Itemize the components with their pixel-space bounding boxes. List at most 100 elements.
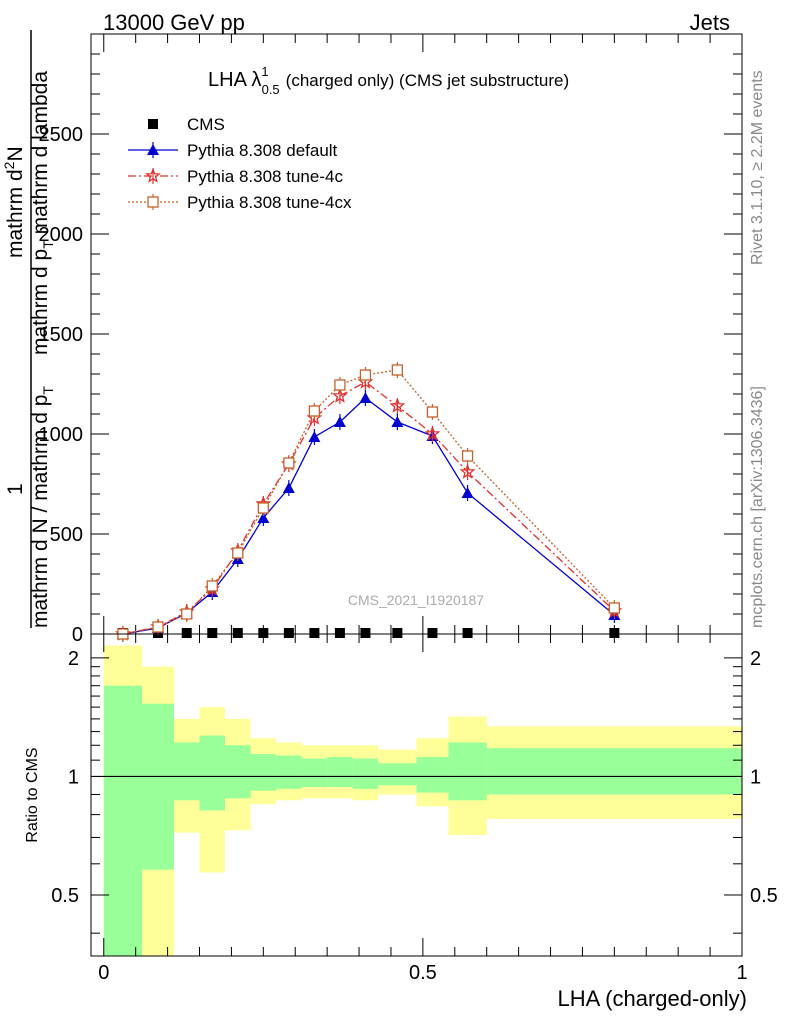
ratio-panel: 0.5 0.51 12 2 0 0.5 1 Ratio to CMS LHA (charg… <box>24 633 778 1011</box>
series-line <box>122 381 615 635</box>
ratio-band-inner <box>225 745 251 799</box>
ratio-ytick-label: 2 <box>68 648 79 670</box>
series-0 <box>117 628 620 638</box>
ratio-ytick-labels: 0.5 0.5 1 1 2 2 <box>51 648 778 907</box>
xtick-label: 0.5 <box>409 962 437 984</box>
mcplots-label: mcplots.cern.ch [arXiv:1306.3436] <box>749 386 766 628</box>
data-point <box>308 405 321 417</box>
ytick-label: 2500 <box>39 124 84 146</box>
data-point <box>207 628 218 638</box>
ratio-band-inner <box>103 685 143 956</box>
xtick-label: 0 <box>98 962 109 984</box>
data-point <box>391 364 404 376</box>
ratio-ytick-label: 1 <box>68 766 79 788</box>
ytick-label: 0 <box>72 624 83 646</box>
legend-item: Pythia 8.308 tune-4cx <box>128 193 352 212</box>
ratio-band-inner <box>486 748 742 795</box>
ratio-band-inner <box>448 742 487 801</box>
ratio-xlabel: LHA (charged-only) <box>557 986 747 1011</box>
legend: CMS Pythia 8.308 default Pythia 8.308 tune… <box>128 115 352 212</box>
data-point <box>359 392 372 403</box>
legend-label: Pythia 8.308 default <box>187 141 338 160</box>
data-point <box>461 487 474 498</box>
data-point <box>389 397 406 413</box>
ratio-band-inner <box>250 754 277 791</box>
data-point <box>257 512 270 523</box>
ytick-label: 1500 <box>39 324 84 346</box>
ratio-band-inner <box>276 755 302 789</box>
data-point <box>258 628 269 638</box>
ratio-ytick-label-right: 1 <box>750 766 761 788</box>
ratio-band-inner <box>173 742 200 801</box>
data-point <box>332 387 348 403</box>
ratio-band-inner <box>378 763 417 786</box>
legend-item: CMS <box>148 115 225 134</box>
data-point <box>462 628 473 638</box>
ytick-label: 500 <box>50 524 83 546</box>
data-point <box>152 621 164 633</box>
header-right: Jets <box>690 10 730 35</box>
data-point <box>206 580 218 592</box>
data-point <box>392 628 403 638</box>
data-point <box>333 416 346 427</box>
plot-title: LHA λ1 0.5 (charged only) (CMS jet substru… <box>208 64 569 97</box>
ytick-label: 2000 <box>39 224 84 246</box>
data-point <box>232 547 244 559</box>
data-point <box>308 431 321 442</box>
legend-label: Pythia 8.308 tune-4cx <box>187 193 352 212</box>
legend-label: CMS <box>187 115 225 134</box>
main-ytick-labels: 0 500 1000 1500 2000 2500 <box>39 124 84 646</box>
header-left: 13000 GeV pp <box>103 10 245 35</box>
data-point <box>283 457 295 469</box>
legend-marker <box>147 144 159 155</box>
data-point <box>334 379 346 391</box>
data-point <box>426 406 439 418</box>
main-panel: 0 500 1000 1500 2000 2500 CMS_2021_I1920187 L… <box>39 33 743 646</box>
data-point <box>608 602 621 614</box>
ratio-band-inner <box>142 703 174 870</box>
ylabel-bottom-num: 1 <box>4 483 27 495</box>
ratio-band-inner <box>327 757 353 788</box>
data-point <box>283 628 294 638</box>
data-point <box>181 608 193 620</box>
ratio-band-inner <box>352 758 379 789</box>
ratio-ytick-label-right: 0.5 <box>750 885 778 907</box>
data-point <box>427 628 438 638</box>
ratio-axis-ticks <box>91 634 743 956</box>
xtick-labels: 0 0.5 1 <box>98 962 747 984</box>
legend-marker <box>147 196 159 208</box>
legend-item: Pythia 8.308 default <box>128 141 338 160</box>
series-layer <box>115 362 623 642</box>
data-point <box>359 369 372 381</box>
data-point <box>360 628 371 638</box>
ylabel-top-den: mathrm d pT mathrm d lambda <box>29 71 56 355</box>
data-point <box>282 482 295 493</box>
legend-marker <box>148 119 158 129</box>
xtick-label: 1 <box>736 962 747 984</box>
data-point <box>181 628 192 638</box>
ratio-bands <box>103 645 742 956</box>
ylabel-top-num: mathrm d2N <box>1 146 27 258</box>
ratio-ytick-label-right: 2 <box>750 648 761 670</box>
rivet-label: Rivet 3.1.10, ≥ 2.2M events <box>749 70 766 265</box>
data-point <box>424 425 441 441</box>
data-point <box>257 502 269 514</box>
legend-item: Pythia 8.308 tune-4c <box>128 167 343 186</box>
watermark: CMS_2021_I1920187 <box>348 592 484 608</box>
legend-marker <box>145 167 161 183</box>
ratio-band-inner <box>416 757 449 793</box>
data-point <box>609 628 620 638</box>
legend-label: Pythia 8.308 tune-4c <box>187 167 343 186</box>
main-ylabel: mathrm d2N mathrm d pT mathrm d lambda 1… <box>1 30 56 628</box>
ratio-frame <box>90 633 743 957</box>
data-point <box>459 463 476 479</box>
ratio-ylabel: Ratio to CMS <box>24 747 41 842</box>
data-point <box>232 628 243 638</box>
ratio-band-inner <box>301 758 328 788</box>
data-point <box>391 416 404 427</box>
ylabel-bottom-den: mathrm d N / mathrm d pT <box>29 386 56 628</box>
ytick-label: 1000 <box>39 424 84 446</box>
ratio-ytick-label: 0.5 <box>51 885 79 907</box>
data-point <box>309 628 320 638</box>
